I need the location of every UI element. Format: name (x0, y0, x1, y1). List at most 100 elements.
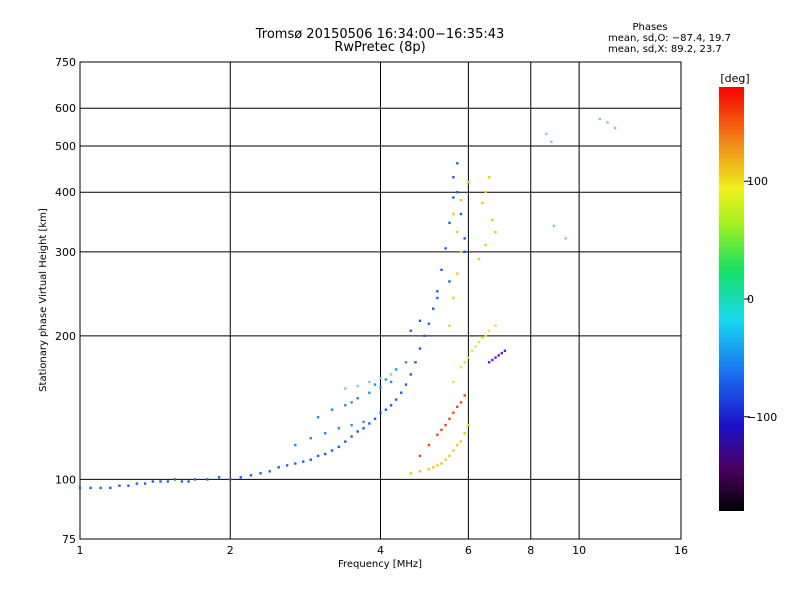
data-point (166, 480, 170, 483)
data-point (463, 237, 466, 240)
y-tick-label: 100 (55, 473, 76, 486)
data-point (436, 290, 439, 293)
data-point (135, 482, 139, 485)
data-point (268, 470, 271, 473)
data-point (404, 383, 408, 386)
data-point (463, 250, 466, 253)
data-point (409, 373, 412, 376)
data-point (467, 423, 470, 427)
data-point (467, 356, 470, 359)
data-point (277, 466, 280, 469)
data-point (356, 397, 359, 400)
data-point (316, 454, 320, 458)
data-point (606, 121, 609, 124)
data-point (436, 296, 439, 300)
data-point (368, 380, 371, 384)
data-point (400, 391, 403, 394)
data-point (432, 307, 435, 310)
data-point (187, 480, 190, 483)
data-point (494, 324, 497, 327)
data-point (491, 358, 494, 362)
x-tick-label: 1 (77, 544, 84, 557)
data-point (494, 230, 497, 234)
data-point (206, 478, 209, 481)
data-point (550, 140, 553, 144)
data-point (503, 349, 507, 352)
data-point (259, 472, 262, 475)
x-tick-label: 2 (227, 544, 234, 557)
data-point (379, 377, 382, 380)
data-point (459, 365, 463, 369)
x-tick-label: 16 (674, 544, 688, 557)
data-point (99, 486, 102, 490)
colorbar-tick-label: −100 (747, 411, 777, 424)
data-point (350, 423, 353, 427)
data-point (404, 361, 408, 364)
data-point (389, 380, 393, 384)
data-point (487, 361, 491, 364)
data-point (494, 356, 497, 359)
data-point (459, 198, 463, 202)
gridlines (80, 62, 681, 539)
data-point (78, 486, 82, 490)
data-point (373, 417, 377, 420)
data-point (173, 478, 177, 481)
data-point (151, 480, 155, 483)
data-point (373, 383, 377, 386)
data-point (487, 176, 491, 179)
data-point (456, 162, 459, 165)
data-point (444, 423, 447, 427)
colorbar-label: [deg] (720, 72, 749, 85)
data-point (414, 361, 417, 364)
y-axis-label: Stationary phase Virtual Height [km] (38, 208, 49, 392)
data-point (470, 349, 474, 352)
data-point (302, 460, 305, 463)
data-point (598, 117, 601, 121)
data-point (309, 437, 312, 440)
colorbar-gradient (719, 87, 744, 511)
data-point (395, 398, 398, 401)
data-point (484, 191, 487, 194)
y-tick-labels: 75 100 200 300 400 500 600 750 (55, 56, 76, 546)
data-point (324, 432, 327, 435)
data-point (477, 340, 481, 344)
data-point (337, 445, 340, 449)
data-points (78, 117, 617, 490)
data-point (440, 462, 443, 465)
data-point (436, 433, 439, 436)
data-point (432, 466, 435, 469)
data-point (456, 405, 459, 408)
data-point (389, 373, 393, 376)
data-point (337, 427, 340, 430)
data-point (448, 454, 451, 458)
data-point (127, 484, 130, 487)
data-point (440, 428, 443, 432)
title-block: Tromsø 20150506 16:34:00−16:35:43 RwPret… (255, 22, 731, 55)
data-point (368, 391, 371, 394)
data-point (356, 384, 359, 388)
y-tick-label: 400 (55, 186, 76, 199)
data-point (362, 427, 365, 430)
phase-o-stats: mean, sd,O: −87.4, 19.7 (608, 33, 731, 44)
data-point (344, 440, 347, 443)
data-point (159, 480, 162, 483)
colorbar-ticks: 100 0 −100 (744, 175, 777, 424)
data-point (452, 411, 455, 414)
data-point (239, 476, 242, 479)
data-point (440, 268, 443, 271)
data-point (467, 180, 470, 184)
y-tick-label: 300 (55, 246, 76, 259)
data-point (418, 347, 422, 350)
data-point (409, 472, 412, 475)
data-point (444, 458, 447, 461)
data-point (217, 476, 221, 479)
data-point (344, 387, 347, 390)
data-point (484, 334, 487, 337)
x-tick-label: 4 (377, 544, 384, 557)
phase-title: Phases (632, 22, 667, 33)
data-point (418, 454, 422, 458)
data-point (463, 432, 466, 435)
data-point (491, 218, 494, 222)
chart-subtitle: RwPretec (8p) (334, 40, 425, 55)
